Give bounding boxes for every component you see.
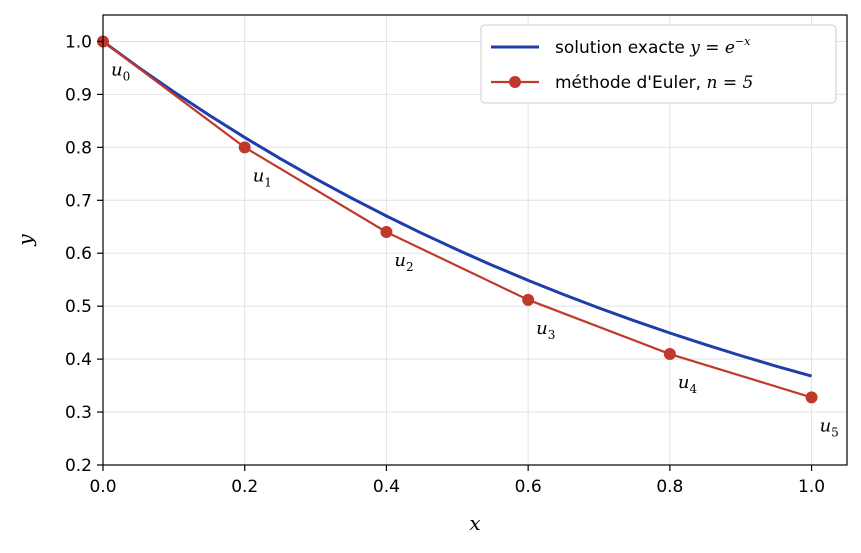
point-label-u3: u3 xyxy=(536,318,555,342)
axis-ticks: 0.0 0.2 0.4 0.6 0.8 1.00.20.30.40.50.60.70.80… xyxy=(65,32,825,497)
point-label-subscript: 2 xyxy=(406,260,414,274)
point-label-u0: u0 xyxy=(111,59,130,83)
legend-exact-math: y = e xyxy=(689,38,735,58)
legend-euler-math: n = 5 xyxy=(706,73,753,93)
euler-point xyxy=(663,348,676,361)
x-tick-label: 0.6 xyxy=(515,477,542,497)
y-axis-label: y xyxy=(13,234,37,247)
legend-exact-label: solution exacte y = e−x xyxy=(555,35,751,58)
point-label-subscript: 1 xyxy=(264,175,272,189)
point-label-subscript: 5 xyxy=(831,425,839,439)
point-label-u5: u5 xyxy=(820,415,839,439)
legend: solution exacte y = e−x méthode d'Euler, … xyxy=(480,24,837,104)
point-label-subscript: 4 xyxy=(689,382,697,396)
y-tick-label: 0.2 xyxy=(65,456,92,476)
euler-point xyxy=(238,141,251,154)
series-layer xyxy=(97,35,818,404)
x-tick-label: 0.4 xyxy=(373,477,400,497)
point-label-u1: u1 xyxy=(253,165,272,189)
x-tick-label: 0.8 xyxy=(656,477,683,497)
series-euler-line xyxy=(102,40,812,399)
y-tick-label: 0.6 xyxy=(65,244,92,264)
series-exact-line xyxy=(102,40,812,378)
plot-frame xyxy=(102,14,848,466)
y-tick-label: 0.4 xyxy=(65,350,92,370)
y-tick-label: 0.5 xyxy=(65,297,92,317)
euler-point xyxy=(522,293,535,306)
legend-euler-marker xyxy=(509,76,521,88)
x-axis-label: x xyxy=(469,511,480,535)
legend-euler-label: méthode d'Euler, n = 5 xyxy=(555,73,753,93)
point-label-subscript: 3 xyxy=(548,328,556,342)
x-tick-label: 0.0 xyxy=(89,477,116,497)
euler-point xyxy=(805,391,818,404)
euler-point xyxy=(380,226,393,239)
y-tick-label: 0.3 xyxy=(65,403,92,423)
x-tick-label: 1.0 xyxy=(798,477,825,497)
legend-exact-superscript: −x xyxy=(735,35,751,48)
y-tick-label: 0.7 xyxy=(65,191,92,211)
y-tick-label: 0.8 xyxy=(65,138,92,158)
y-tick-label: 0.9 xyxy=(65,85,92,105)
point-label-u4: u4 xyxy=(678,372,698,396)
point-label-subscript: 0 xyxy=(123,69,131,83)
y-tick-label: 1.0 xyxy=(65,32,92,52)
legend-box xyxy=(480,24,837,104)
x-tick-label: 0.2 xyxy=(231,477,258,497)
